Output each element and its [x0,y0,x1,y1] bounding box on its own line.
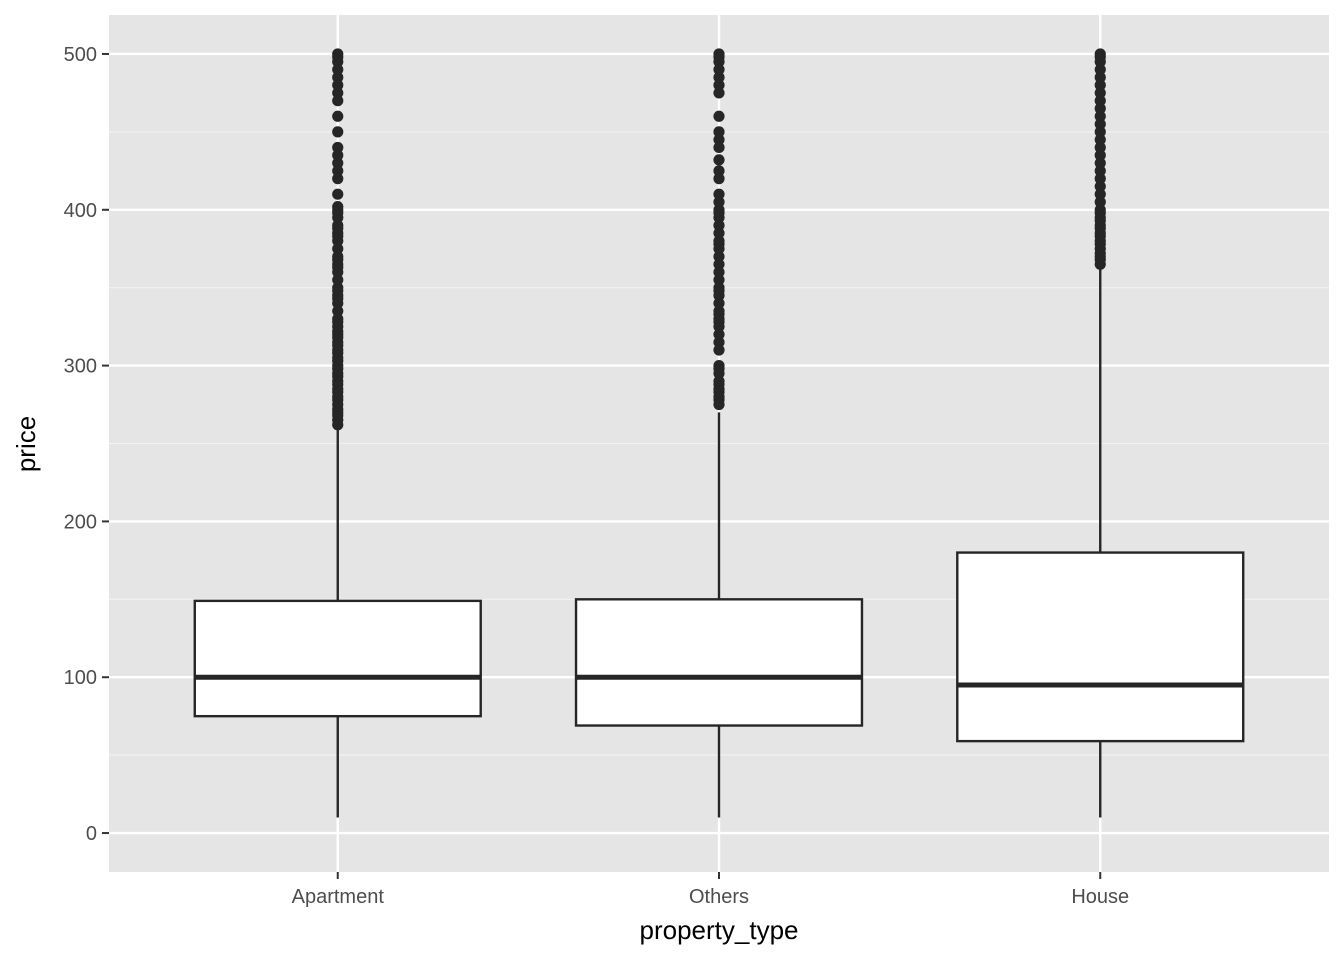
y-tick-label: 300 [64,356,97,378]
y-axis: 0 100 200 300 400 500 [64,44,109,845]
outlier-point [1094,48,1106,60]
outlier-point [332,110,344,122]
y-tick-label: 0 [86,823,97,845]
outlier-point [713,274,725,286]
box-apartment [193,48,482,818]
outlier-point [332,126,344,138]
y-tick-label: 500 [64,44,97,66]
outlier-point [1094,126,1106,138]
outlier-point [332,188,344,200]
outlier-point [713,235,725,247]
outlier-point [713,258,725,270]
outlier-point [332,274,344,286]
outlier-point [713,227,725,239]
box-house [956,48,1245,818]
iqr-box [193,599,482,718]
x-axis-title: property_type [640,915,799,945]
outlier-point [1094,95,1106,107]
outlier-point [1094,165,1106,177]
outlier-point [713,173,725,185]
outlier-point [1094,110,1106,122]
y-tick-label: 100 [64,667,97,689]
outlier-point [332,173,344,185]
outlier-point [713,344,725,356]
outlier-point [713,141,725,154]
y-tick-label: 200 [64,511,97,533]
outlier-point [713,110,725,122]
outlier-point [1094,204,1106,216]
outlier-point [713,196,725,208]
outlier-point [332,282,344,294]
outlier-point [713,165,725,177]
outlier-point [332,219,344,231]
x-tick-label: House [1071,886,1129,908]
outlier-point [713,305,725,317]
outlier-point [1094,87,1106,99]
outlier-point [1094,79,1106,91]
outlier-point [332,95,344,107]
outlier-point [332,250,344,263]
outlier-point [332,149,344,161]
x-tick-label: Others [689,886,749,908]
outlier-point [713,328,725,341]
x-axis: Apartment Others House [292,872,1129,908]
outlier-point [713,297,725,309]
outlier-point [332,305,344,317]
outlier-point [1094,157,1106,169]
outlier-point [713,188,725,200]
outlier-point [1094,63,1106,76]
outlier-point [1094,173,1106,185]
outlier-point [332,141,344,154]
y-axis-title: price [11,416,41,472]
outlier-point [1094,134,1106,146]
box-others [574,48,864,818]
iqr-box [956,551,1245,743]
outlier-point [1094,149,1106,161]
outlier-point [713,48,725,60]
outlier-point [332,313,344,325]
outlier-point [332,165,344,177]
outlier-point [1094,118,1106,130]
y-tick-label: 400 [64,200,97,222]
box-series [193,48,1245,818]
outlier-point [713,359,725,372]
outlier-point [332,157,344,169]
outlier-point [1094,102,1106,115]
outlier-point [1094,196,1106,208]
outlier-point [713,266,725,278]
outlier-point [713,79,725,91]
outlier-point [332,63,344,76]
outlier-point [713,250,725,263]
outlier-point [1094,71,1106,83]
outlier-point [713,126,725,138]
outlier-point [713,219,725,231]
outlier-point [1094,141,1106,154]
outlier-point [1094,180,1106,192]
outlier-point [713,87,725,99]
outlier-point [1094,188,1106,200]
outlier-point [713,63,725,76]
outlier-point [332,87,344,99]
outlier-point [713,154,725,166]
outlier-point [332,201,344,213]
outlier-point [332,243,344,255]
outlier-point [332,48,344,60]
outlier-point [713,204,725,216]
outlier-point [332,79,344,91]
outlier-point [332,71,344,83]
outlier-point [713,375,725,387]
x-tick-label: Apartment [292,886,385,908]
outlier-point [713,336,725,348]
outlier-point [713,282,725,294]
outlier-point [713,71,725,83]
outlier-point [713,134,725,146]
iqr-box [574,598,864,727]
